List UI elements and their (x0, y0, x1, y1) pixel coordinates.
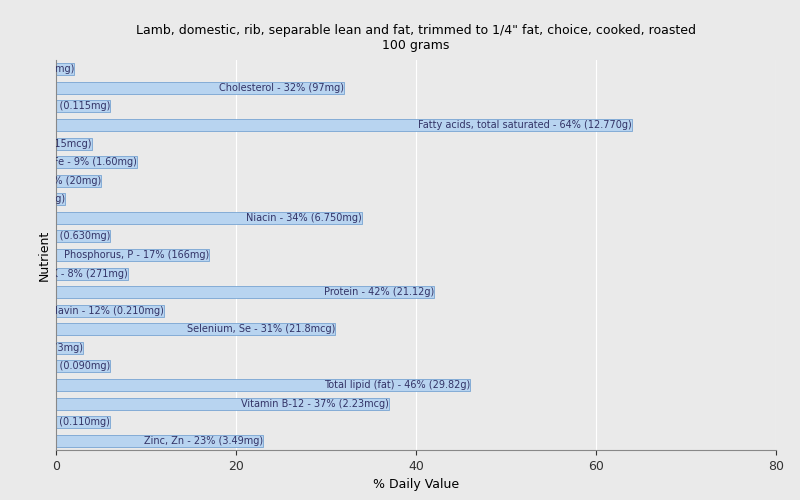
Bar (56, 379, 470, 391)
Text: Cholesterol - 32% (97mg): Cholesterol - 32% (97mg) (219, 83, 344, 93)
Bar (56, 230, 110, 242)
Bar (56, 100, 110, 112)
Bar (56, 249, 209, 261)
Text: Calcium, Ca - 2% (22mg): Calcium, Ca - 2% (22mg) (0, 64, 74, 74)
Text: Total lipid (fat) - 46% (29.82g): Total lipid (fat) - 46% (29.82g) (324, 380, 470, 390)
Text: Phosphorus, P - 17% (166mg): Phosphorus, P - 17% (166mg) (64, 250, 209, 260)
Bar (56, 64, 74, 76)
Text: Vitamin B-12 - 37% (2.23mcg): Vitamin B-12 - 37% (2.23mcg) (241, 398, 389, 408)
Bar (56, 82, 344, 94)
Text: Zinc, Zn - 23% (3.49mg): Zinc, Zn - 23% (3.49mg) (144, 436, 263, 446)
Text: Iron, Fe - 9% (1.60mg): Iron, Fe - 9% (1.60mg) (28, 157, 137, 167)
Text: Vitamin B-6 - 6% (0.110mg): Vitamin B-6 - 6% (0.110mg) (0, 417, 110, 427)
Text: Selenium, Se - 31% (21.8mcg): Selenium, Se - 31% (21.8mcg) (186, 324, 335, 334)
Text: Manganese, Mn - 1% (0.019mg): Manganese, Mn - 1% (0.019mg) (0, 194, 65, 204)
Bar (56, 286, 434, 298)
Title: Lamb, domestic, rib, separable lean and fat, trimmed to 1/4" fat, choice, cooked: Lamb, domestic, rib, separable lean and … (136, 24, 696, 52)
Bar (56, 416, 110, 428)
Bar (56, 138, 92, 149)
Text: Folate, total - 4% (15mcg): Folate, total - 4% (15mcg) (0, 138, 92, 148)
Text: Copper, Cu - 6% (0.115mg): Copper, Cu - 6% (0.115mg) (0, 102, 110, 112)
Bar (56, 174, 101, 187)
Bar (56, 398, 389, 409)
Bar (56, 156, 137, 168)
Text: Niacin - 34% (6.750mg): Niacin - 34% (6.750mg) (246, 213, 362, 223)
Text: Riboflavin - 12% (0.210mg): Riboflavin - 12% (0.210mg) (30, 306, 164, 316)
Bar (56, 194, 65, 205)
Text: Pantothenic acid - 6% (0.630mg): Pantothenic acid - 6% (0.630mg) (0, 232, 110, 241)
Bar (56, 304, 164, 317)
Bar (56, 342, 83, 354)
Text: Thiamin - 6% (0.090mg): Thiamin - 6% (0.090mg) (0, 362, 110, 372)
Bar (56, 324, 335, 336)
X-axis label: % Daily Value: % Daily Value (373, 478, 459, 492)
Bar (56, 434, 263, 447)
Text: Potassium, K - 8% (271mg): Potassium, K - 8% (271mg) (0, 268, 128, 278)
Text: Protein - 42% (21.12g): Protein - 42% (21.12g) (324, 287, 434, 297)
Text: Sodium, Na - 3% (73mg): Sodium, Na - 3% (73mg) (0, 343, 83, 353)
Bar (56, 360, 110, 372)
Text: Fatty acids, total saturated - 64% (12.770g): Fatty acids, total saturated - 64% (12.7… (418, 120, 632, 130)
Text: Magnesium, Mg - 5% (20mg): Magnesium, Mg - 5% (20mg) (0, 176, 101, 186)
Bar (56, 119, 632, 131)
Bar (56, 268, 128, 280)
Y-axis label: Nutrient: Nutrient (38, 230, 50, 280)
Bar (56, 212, 362, 224)
